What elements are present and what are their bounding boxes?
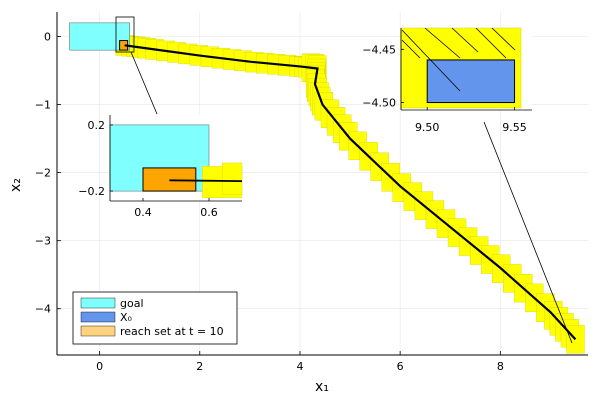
x-tick-label-0: 0 (96, 360, 103, 373)
legend-label-x0: X₀ (120, 311, 133, 324)
x-axis-label: x₁ (315, 379, 329, 395)
x-tick-label-2: 4 (296, 360, 303, 373)
legend: goal X₀ reach set at t = 10 (72, 291, 238, 345)
legend-label-reach-set: reach set at t = 10 (120, 325, 224, 338)
inset2-x-tick-label-0: 9.50 (415, 121, 440, 134)
y-tick-label-3: −3 (35, 235, 51, 248)
inset1-flowpipe-box-b (222, 162, 243, 195)
inset1-x-tick-label-0: 0.4 (134, 206, 152, 219)
x-ticks: 0 2 4 6 8 (96, 351, 504, 373)
axes (56, 12, 588, 356)
legend-swatch-x0 (80, 311, 116, 323)
legend-swatch-goal (80, 297, 116, 309)
x-tick-label-3: 6 (397, 360, 404, 373)
trajectory-line (124, 44, 577, 341)
y-tick-label-1: −1 (35, 99, 51, 112)
inset1-x-tick-label-1: 0.6 (200, 206, 218, 219)
x-tick-label-4: 8 (497, 360, 504, 373)
y-tick-label-0: 0 (44, 31, 51, 44)
zoom-connector-start (130, 51, 158, 115)
legend-swatch-reach-set (80, 325, 116, 337)
inset-end-zoom: 9.50 9.55 −4.45 −4.50 (362, 27, 532, 134)
inset1-trajectory (169, 179, 243, 183)
y-ticks: 0 −1 −2 −3 −4 (35, 31, 61, 316)
inset1-y-tick-label-1: −0.2 (78, 185, 105, 198)
inset2-trajectory-segment-3 (475, 27, 507, 59)
zoom-connector-end (483, 121, 573, 344)
inset1-y-tick-label-0: 0.2 (88, 119, 106, 132)
inset2-trajectory-segment-1 (424, 27, 461, 59)
inset2-y-tick-label-1: −4.50 (362, 97, 396, 110)
legend-label-goal: goal (120, 297, 144, 310)
inset1-reach-set-box (142, 167, 197, 192)
inset2-trajectory-segment-2 (451, 27, 479, 53)
x-tick-label-1: 2 (196, 360, 203, 373)
inset2-y-tick-label-0: −4.45 (362, 43, 396, 56)
y-tick-label-2: −2 (35, 167, 51, 180)
inset2-x-tick-label-1: 9.55 (502, 121, 527, 134)
inset-start-zoom: 0.4 0.6 0.2 −0.2 (78, 115, 243, 219)
y-axis-label: x₂ (8, 178, 24, 192)
y-tick-label-4: −4 (35, 303, 51, 316)
inset2-x0-box (426, 59, 516, 104)
inset2-trajectory-segment-5 (401, 39, 421, 59)
inset2-trajectory-segment-4 (491, 27, 516, 51)
zoom-box-start (115, 16, 135, 53)
inset2-trajectory-segment-0 (401, 29, 461, 92)
